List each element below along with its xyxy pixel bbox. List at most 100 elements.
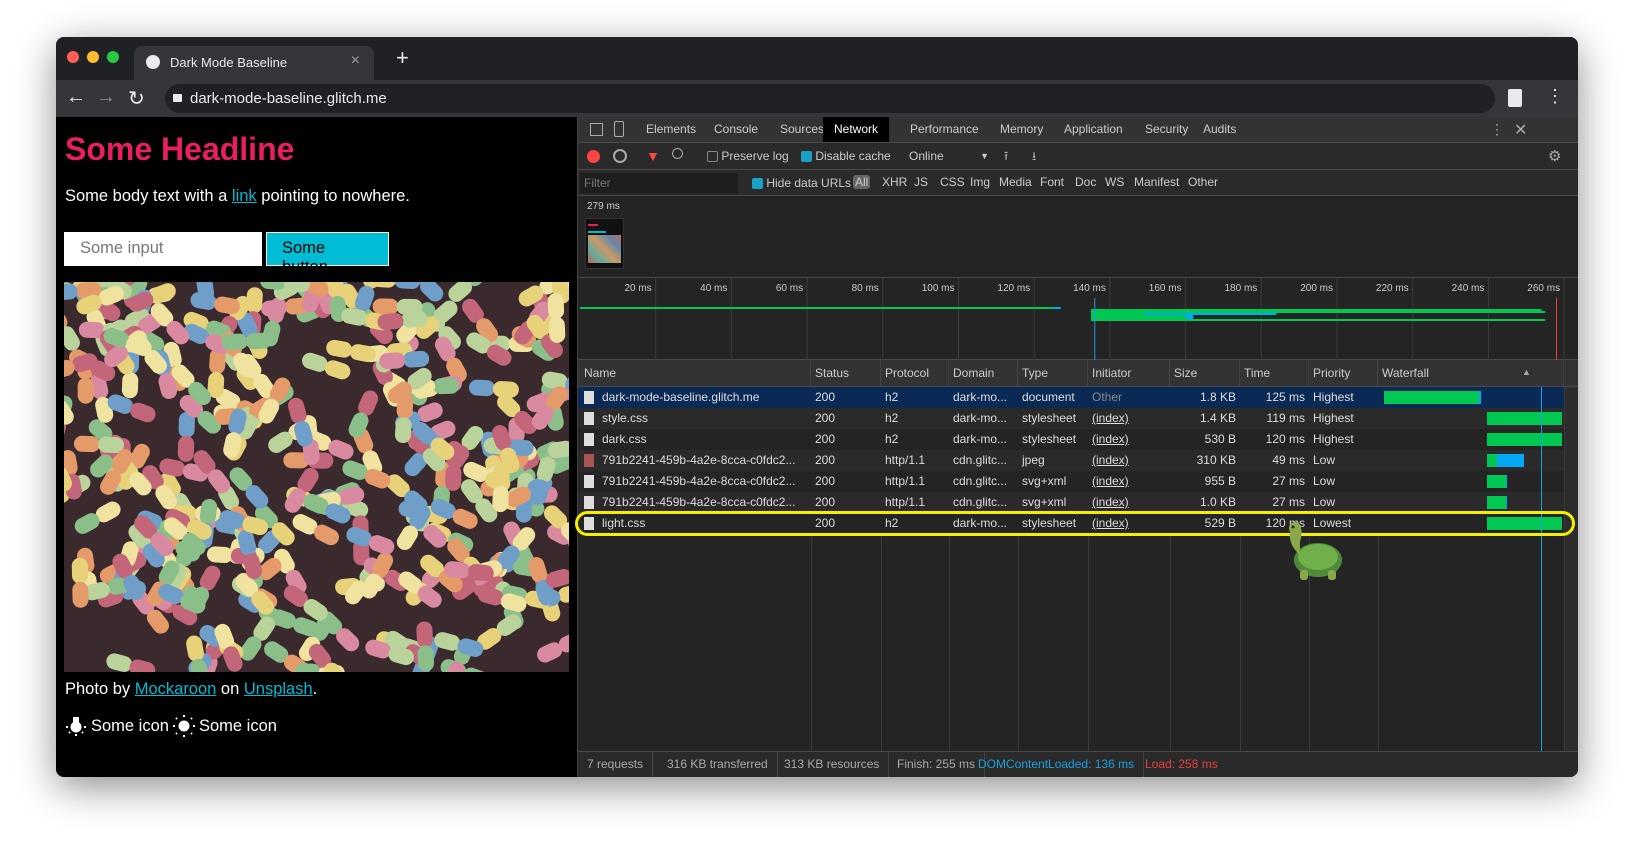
checkbox[interactable] [707, 151, 718, 162]
column-name[interactable]: Name [580, 360, 811, 387]
request-row[interactable]: dark-mode-baseline.glitch.me 200 h2 dark-mo… [578, 387, 1564, 408]
preserve-log-label: Preserve log [721, 149, 789, 163]
tab-elements[interactable]: Elements [646, 122, 697, 136]
column-domain[interactable]: Domain [949, 360, 1018, 387]
column-divider [1378, 387, 1379, 754]
cell-initiator[interactable]: (index) [1092, 474, 1129, 488]
inspect-element-icon[interactable] [590, 123, 603, 136]
filter-type-manifest[interactable]: Manifest [1134, 175, 1180, 189]
hide-data-urls-checkbox[interactable]: Hide data URLs [752, 176, 851, 190]
filter-type-js[interactable]: JS [914, 175, 929, 189]
sort-ascending-icon[interactable]: ▲ [1522, 367, 1531, 377]
cell-type: document [1022, 390, 1075, 404]
column-type[interactable]: Type [1018, 360, 1088, 387]
cell-status: 200 [815, 495, 836, 509]
candy-piece [302, 352, 351, 380]
column-waterfall[interactable]: Waterfall [1378, 360, 1564, 387]
filter-type-img[interactable]: Img [970, 175, 991, 189]
checkbox[interactable] [752, 178, 763, 189]
tab-network[interactable]: Network [823, 117, 890, 142]
profile-icon[interactable] [1508, 89, 1522, 107]
import-har-icon[interactable]: ⭱ [1004, 149, 1009, 163]
body-link[interactable]: link [231, 187, 257, 205]
tab-sources[interactable]: Sources [780, 122, 825, 136]
tab-performance[interactable]: Performance [910, 122, 979, 136]
screenshot-thumbnail[interactable] [585, 218, 624, 269]
candy-piece [543, 505, 569, 546]
candy-piece [406, 430, 446, 472]
candy-piece [270, 609, 319, 637]
filter-type-other[interactable]: Other [1188, 175, 1219, 189]
checkbox[interactable] [801, 151, 812, 162]
tab-security[interactable]: Security [1145, 122, 1189, 136]
cell-time: 49 ms [1272, 453, 1305, 467]
mockaroon-link[interactable]: Mockaroon [134, 680, 217, 698]
column-time[interactable]: Time [1240, 360, 1309, 387]
request-row[interactable]: 791b2241-459b-4a2e-8cca-c0fdc2... 200 http… [578, 492, 1564, 513]
throttle-select[interactable]: Online ▼ [909, 149, 989, 163]
export-har-icon[interactable]: ⭳ [1032, 149, 1037, 163]
cell-initiator[interactable]: (index) [1092, 411, 1129, 425]
cell-initiator[interactable]: (index) [1092, 453, 1129, 467]
request-row[interactable]: light.css 200 h2 dark-mo... stylesheet (index… [578, 513, 1564, 534]
new-tab-button[interactable]: + [396, 45, 409, 70]
column-initiator[interactable]: Initiator [1088, 360, 1170, 387]
record-icon[interactable] [587, 150, 600, 163]
request-row[interactable]: dark.css 200 h2 dark-mo... stylesheet (index)… [578, 429, 1564, 450]
candy-piece [434, 632, 484, 657]
address-bar[interactable]: dark-mode-baseline.glitch.me [165, 84, 1495, 113]
more-options-icon[interactable]: ⋮ [1490, 121, 1504, 137]
ruler-tick-label: 60 ms [776, 283, 803, 294]
filter-type-media[interactable]: Media [999, 175, 1032, 189]
candy-piece [128, 283, 176, 312]
reload-button[interactable]: ↻ [128, 88, 145, 110]
filter-type-doc[interactable]: Doc [1075, 175, 1097, 189]
cell-size: 1.0 KB [1199, 495, 1236, 509]
maximize-window-button[interactable] [107, 51, 119, 63]
browser-toolbar: ← → ↻ dark-mode-baseline.glitch.me ⋮ [56, 80, 1578, 117]
load-time: Load: 258 ms [1145, 757, 1218, 771]
some-input[interactable]: Some input [64, 232, 262, 266]
tab-application[interactable]: Application [1064, 122, 1123, 136]
back-button[interactable]: ← [66, 86, 86, 108]
request-row[interactable]: style.css 200 h2 dark-mo... stylesheet (index… [578, 408, 1564, 429]
request-row[interactable]: 791b2241-459b-4a2e-8cca-c0fdc2... 200 http… [578, 471, 1564, 492]
tab-memory[interactable]: Memory [1000, 122, 1044, 136]
menu-icon[interactable]: ⋮ [1546, 86, 1564, 106]
candy-piece [308, 643, 347, 672]
forward-button[interactable]: → [96, 86, 116, 108]
close-devtools-icon[interactable]: ✕ [1514, 122, 1528, 139]
column-size[interactable]: Size [1170, 360, 1240, 387]
preserve-log-checkbox[interactable]: Preserve log [707, 149, 789, 163]
tab-console[interactable]: Console [714, 122, 759, 136]
browser-tab[interactable]: Dark Mode Baseline × [134, 46, 374, 80]
filter-input[interactable]: Filter [580, 173, 738, 193]
close-tab-icon[interactable]: × [350, 52, 360, 69]
some-button[interactable]: Some button [266, 232, 389, 276]
search-icon[interactable] [672, 148, 683, 159]
request-row[interactable]: 791b2241-459b-4a2e-8cca-c0fdc2... 200 http… [578, 450, 1564, 471]
minimize-window-button[interactable] [87, 51, 99, 63]
settings-gear-icon[interactable]: ⚙ [1548, 148, 1562, 165]
column-protocol[interactable]: Protocol [881, 360, 949, 387]
clear-icon[interactable] [613, 149, 627, 163]
tab-audits[interactable]: Audits [1203, 122, 1237, 136]
filter-icon[interactable]: ▼ [646, 148, 660, 164]
filter-type-font[interactable]: Font [1040, 175, 1065, 189]
device-toolbar-icon[interactable] [614, 121, 624, 137]
ruler-tick-label: 220 ms [1376, 283, 1409, 294]
close-window-button[interactable] [67, 51, 79, 63]
disable-cache-checkbox[interactable]: Disable cache [801, 149, 891, 163]
filter-type-css[interactable]: CSS [940, 175, 965, 189]
scrollbar[interactable] [1564, 387, 1578, 751]
filter-type-all[interactable]: All [853, 175, 871, 189]
candy-piece [64, 466, 72, 492]
filter-type-ws[interactable]: WS [1105, 175, 1125, 189]
column-status[interactable]: Status [811, 360, 881, 387]
candy-piece [258, 377, 291, 424]
cell-initiator[interactable]: (index) [1092, 495, 1129, 509]
filter-type-xhr[interactable]: XHR [882, 175, 908, 189]
unsplash-link[interactable]: Unsplash [243, 680, 313, 698]
cell-initiator[interactable]: (index) [1092, 432, 1129, 446]
column-priority[interactable]: Priority [1309, 360, 1378, 387]
